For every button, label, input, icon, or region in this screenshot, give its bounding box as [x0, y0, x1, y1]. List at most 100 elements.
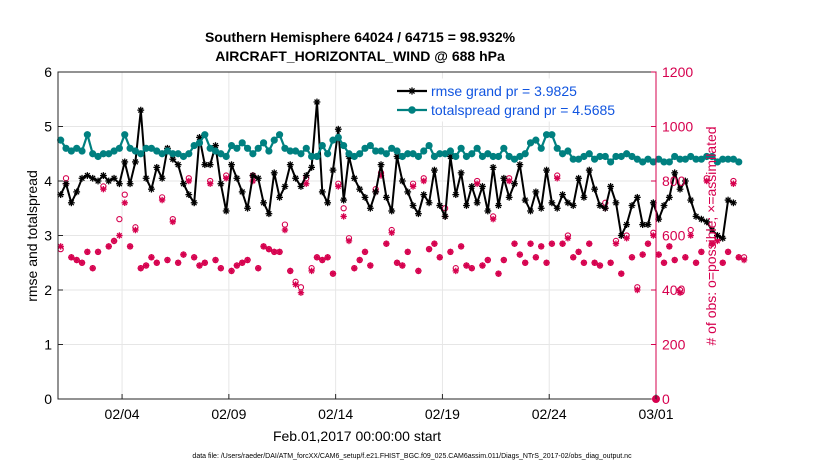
series-0-point-34: [238, 188, 246, 196]
obs-assimilated-point-22: [174, 259, 182, 266]
series-0-point-83: [500, 174, 508, 182]
series-0-point-56: [356, 185, 364, 193]
obs-assimilated-point-81: [489, 215, 497, 223]
series-0-point-123: [714, 232, 721, 239]
series-0-point-35: [244, 204, 251, 212]
y-tick-label-left-5: 5: [44, 119, 52, 135]
series-0-point-44: [292, 174, 299, 182]
obs-assimilated-point-34: [239, 259, 246, 266]
obs-assimilated-point-68: [420, 177, 427, 185]
obs-assimilated-point-42: [281, 226, 289, 234]
series-0-point-19: [158, 174, 166, 182]
series-0-point-45: [297, 183, 305, 190]
series-1-point-38: [259, 139, 268, 147]
obs-assimilated-point-25: [190, 254, 198, 261]
series-1-point-27: [201, 131, 209, 139]
series-0-point-115: [671, 169, 679, 177]
obs-assimilated-point-54: [345, 237, 353, 245]
series-1-point-73: [446, 147, 455, 155]
series-0-point-58: [366, 204, 374, 212]
series-0-point-8: [99, 172, 107, 179]
obs-assimilated-point-100: [591, 259, 598, 266]
obs-assimilated-point-70: [431, 240, 438, 247]
chart-title-line2: AIRCRAFT_HORIZONTAL_WIND @ 688 hPa: [215, 48, 505, 64]
series-0-point-67: [415, 210, 422, 218]
obs-assimilated-point-2: [68, 254, 75, 261]
obs-assimilated-point-73: [447, 248, 454, 256]
obs-assimilated-point-125: [724, 248, 732, 256]
obs-assimilated-point-57: [361, 248, 369, 256]
series-0-point-90: [537, 204, 545, 212]
series-0-point-10: [110, 174, 118, 182]
footer-data-file: data file: /Users/raeder/DAI/ATM_forcXX/…: [192, 453, 632, 460]
series-1-point-12: [121, 131, 129, 139]
x-tick-label-0: 02/04: [105, 406, 140, 422]
series-0-point-80: [484, 207, 492, 215]
obs-assimilated-point-15: [137, 265, 144, 272]
series-0-point-126: [730, 199, 737, 207]
obs-assimilated-point-30: [217, 265, 225, 272]
y-tick-label-left-3: 3: [44, 228, 52, 244]
series-0-point-24: [185, 191, 193, 199]
y-axis-label-left: rmse and totalspread: [24, 170, 40, 302]
obs-assimilated-point-40: [271, 248, 278, 256]
obs-assimilated-point-107: [628, 254, 636, 261]
series-0-point-111: [649, 199, 657, 207]
series-0-point-51: [329, 166, 337, 174]
series-1-point-95: [564, 147, 572, 155]
series-0-point-103: [607, 183, 615, 190]
obs-assimilated-point-45: [297, 289, 305, 296]
series-0-point-122: [708, 226, 716, 234]
series-0-point-36: [249, 172, 257, 179]
obs-assimilated-point-127: [735, 254, 742, 261]
obs-assimilated-point-48: [313, 254, 321, 261]
series-0-point-41: [276, 193, 283, 201]
series-1-point-52: [334, 133, 342, 141]
obs-assimilated-point-33: [233, 262, 241, 269]
obs-assimilated-point-84: [505, 177, 513, 185]
obs-assimilated-point-17: [148, 254, 155, 261]
obs-assimilated-point-32: [228, 267, 235, 275]
series-0-point-114: [665, 193, 673, 201]
series-1-point-41: [275, 131, 284, 139]
obs-assimilated-point-23: [180, 251, 187, 258]
obs-assimilated-point-41: [276, 248, 283, 256]
y-tick-label-right-0: 0: [662, 391, 670, 407]
series-1-point-68: [420, 147, 428, 155]
series-0-point-120: [697, 215, 705, 223]
series-0-point-62: [388, 207, 396, 215]
x-tick-label-1: 02/09: [211, 406, 246, 422]
series-0-point-65: [404, 188, 412, 196]
obs-assimilated-point-82: [495, 270, 502, 277]
y-tick-label-right-6: 1200: [662, 64, 693, 80]
series-0-point-76: [463, 202, 470, 209]
obs-assimilated-point-90: [538, 243, 545, 250]
series-1-point-34: [238, 139, 246, 147]
obs-assimilated-point-106: [623, 235, 630, 242]
series-1-point-46: [302, 144, 310, 152]
series-0-point-64: [398, 177, 406, 185]
series-0-point-4: [78, 174, 86, 182]
legend: rmse grand pr = 3.9825 totalspread grand …: [391, 78, 651, 122]
series-0-point-74: [452, 191, 460, 199]
obs-assimilated-point-0: [57, 243, 64, 250]
x-axis-label: Feb.01,2017 00:00:00 start: [273, 428, 441, 444]
series-1-point-48: [313, 152, 321, 161]
obs-assimilated-point-21: [169, 218, 176, 226]
series-0-point-108: [633, 193, 641, 201]
obs-assimilated-point-108: [634, 286, 641, 294]
series-1-point-75: [457, 144, 465, 152]
series-0-point-110: [644, 221, 652, 228]
obs-assimilated-point-46: [303, 180, 310, 187]
series-0-point-98: [580, 193, 588, 201]
series-0-point-85: [511, 180, 518, 188]
series-0-point-101: [596, 202, 604, 209]
series-0-point-72: [441, 213, 449, 220]
series-0-point-38: [260, 199, 267, 207]
obs-assimilated-point-92: [548, 240, 556, 247]
y-tick-label-right-4: 800: [662, 173, 686, 189]
series-1-point-67: [414, 152, 423, 161]
series-0-point-117: [681, 177, 689, 185]
obs-assimilated-point-19: [158, 196, 166, 204]
